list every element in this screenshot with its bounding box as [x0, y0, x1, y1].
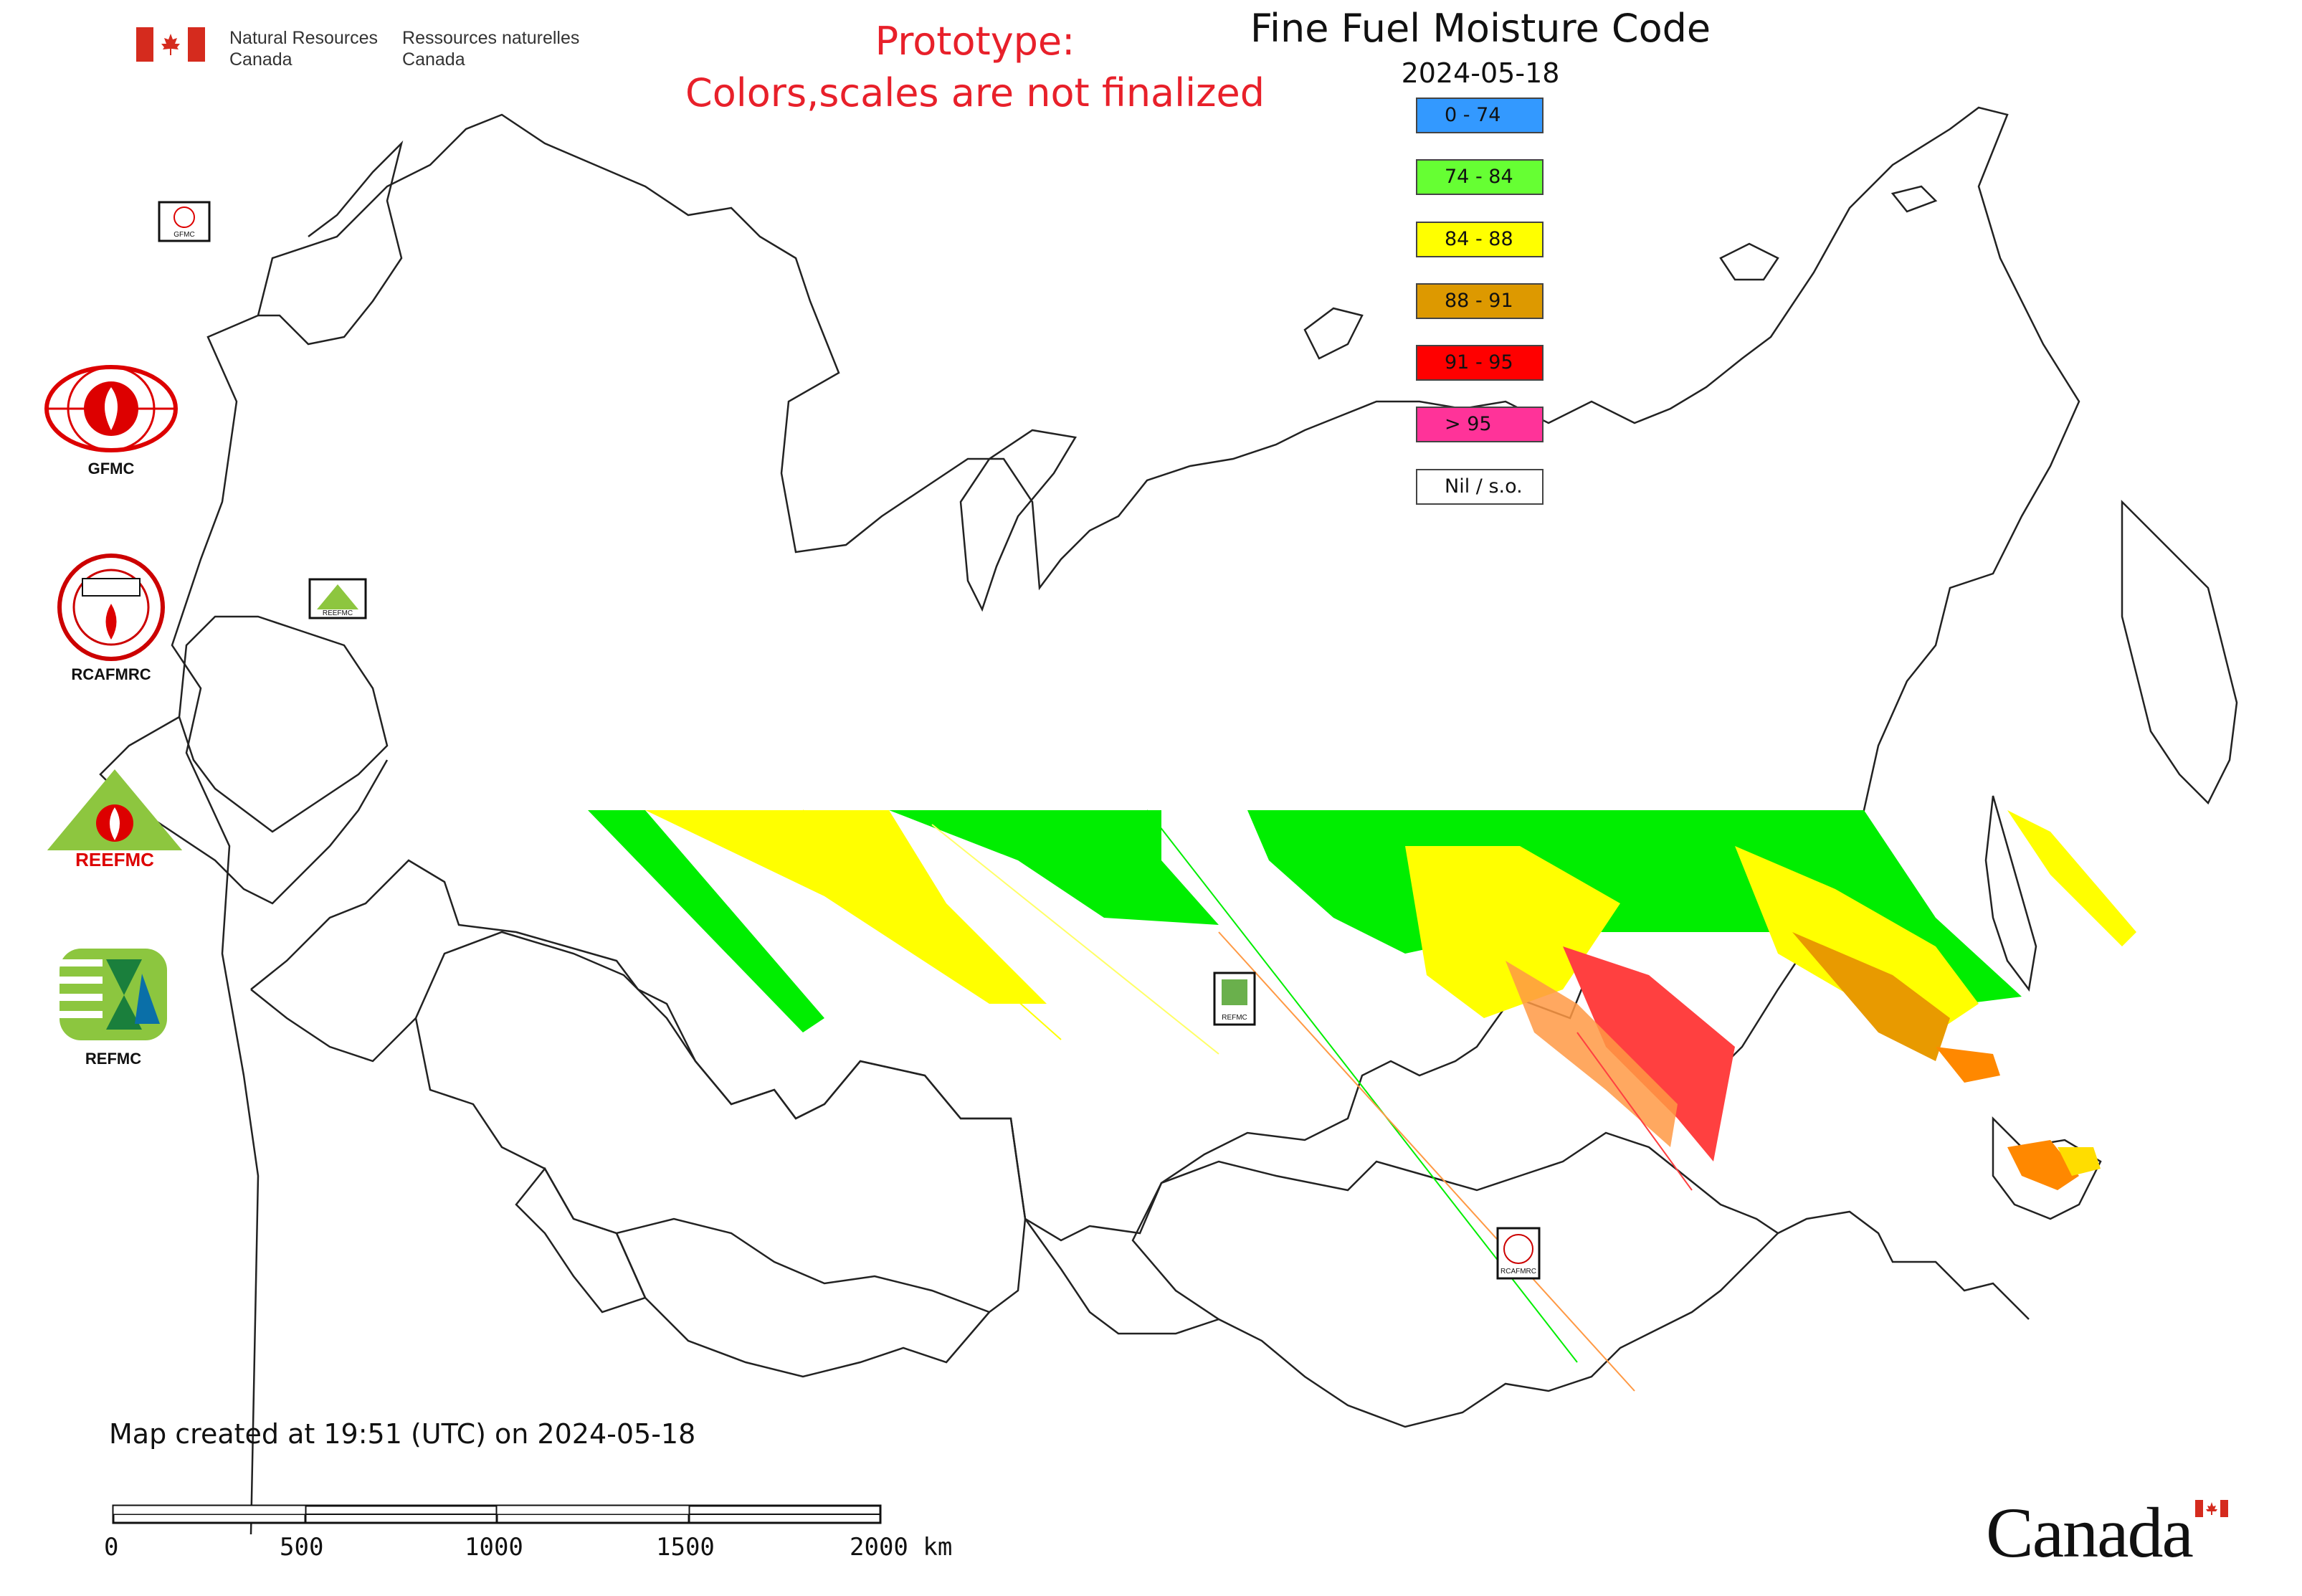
refmc-logo-label: REFMC: [85, 1050, 142, 1068]
gfmc-emblem-icon: [44, 365, 178, 452]
gfmc-logo: GFMC: [39, 362, 183, 478]
legend-item-1: 74 - 84: [1416, 159, 1544, 195]
sakhalin-outline: [1984, 795, 2037, 992]
scale-tick-1500: 1500: [656, 1533, 715, 1562]
country-borders: [99, 106, 2238, 1535]
kamchatka-outline: [2121, 499, 2238, 805]
streak-5: [1576, 1032, 1693, 1191]
marker-reefmc: REEFMC: [308, 578, 367, 619]
scale-tick-500: 500: [280, 1533, 324, 1562]
gfmc-logo-label: GFMC: [87, 460, 135, 478]
map-date: 2024-05-18: [1401, 57, 1560, 89]
legend-item-3: 88 - 91: [1416, 283, 1544, 319]
agency-en-line2: Canada: [229, 49, 292, 70]
rcafmrc-emblem-icon: [57, 554, 165, 661]
swath-primorye-orange: [2007, 1140, 2079, 1190]
agency-fr-line2: Canada: [402, 49, 465, 70]
legend-item-4: 91 - 95: [1416, 345, 1544, 381]
agency-name-en: Natural Resources Canada: [229, 27, 378, 70]
kazakhstan-outline: [414, 931, 1027, 1314]
agency-name-fr: Ressources naturelles Canada: [402, 27, 579, 70]
prototype-notice: Prototype: Colors,scales are not finaliz…: [631, 16, 1319, 119]
wrangel-outline: [1890, 185, 1938, 213]
swath-orange-east: [1792, 932, 1950, 1061]
marker-gfmc-label: GFMC: [173, 231, 194, 239]
canada-flag-icon: [136, 27, 205, 62]
prototype-notice-line2: Colors,scales are not finalized: [685, 70, 1265, 115]
canada-wordmark: Canada: [1986, 1491, 2228, 1574]
canada-wordmark-text: Canada: [1986, 1493, 2194, 1572]
agency-signature: Natural Resources Canada Ressources natu…: [136, 27, 579, 70]
reefmc-emblem-icon: REEFMC: [43, 769, 186, 870]
prototype-notice-line1: Prototype:: [875, 19, 1075, 64]
uzbekistan-outline: [515, 1167, 647, 1314]
swath-amur-orange: [1936, 1047, 2000, 1083]
new-siberian-islands-outline: [1719, 242, 1779, 281]
legend-item-5: > 95: [1416, 407, 1544, 442]
china-border: [1024, 1218, 1219, 1335]
streak-3: [1218, 931, 1635, 1392]
marker-rcafmrc: RCAFMRC: [1496, 1227, 1541, 1280]
ukraine-outline: [99, 716, 389, 905]
central-asia-outline: [615, 1232, 990, 1378]
rcafmrc-logo: RCAFMRC: [50, 554, 172, 684]
marker-refmc: REFMC: [1213, 972, 1256, 1026]
swath-green-west: [588, 810, 824, 1032]
belarus-ukraine-outline: [178, 615, 389, 833]
swath-red-central: [1563, 946, 1735, 1162]
scale-tick-2000: 2000 km: [850, 1533, 953, 1562]
legend-item-6: Nil / s.o.: [1416, 469, 1544, 505]
marker-gfmc: GFMC: [158, 201, 211, 242]
legend-item-2: 84 - 88: [1416, 222, 1544, 257]
mongolia-outline: [1131, 1131, 1779, 1428]
swath-green-west-2: [889, 810, 1219, 925]
agency-en-line1: Natural Resources: [229, 28, 379, 48]
scale-tick-0: 0: [104, 1533, 119, 1562]
marker-rcafmrc-label: RCAFMRC: [1500, 1268, 1536, 1276]
severnaya-zemlya-outline: [1303, 307, 1364, 360]
streak-1: [802, 809, 1062, 1040]
streak-4: [931, 824, 1219, 1055]
swath-primorye-yellow: [2058, 1147, 2101, 1176]
ffmc-data-swath: [588, 809, 2136, 1392]
swath-yellow-west-1: [645, 810, 1047, 1004]
marker-reefmc-label: REEFMC: [323, 609, 353, 617]
map-title: Fine Fuel Moisture Code: [1250, 6, 1711, 51]
rcafmrc-logo-label: RCAFMRC: [71, 665, 151, 683]
china-border-east: [1777, 1210, 2030, 1320]
wordmark-flag-icon: [2195, 1500, 2228, 1517]
reefmc-wordmark: REEFMC: [75, 849, 154, 870]
map-created-timestamp: Map created at 19:51 (UTC) on 2024-05-18: [109, 1418, 696, 1450]
marker-refmc-label: REFMC: [1222, 1014, 1247, 1022]
agency-fr-line1: Ressources naturelles: [402, 28, 580, 48]
scale-bar: [112, 1504, 882, 1524]
swath-sakhalin-yellow: [2007, 810, 2136, 946]
swath-orange-central: [1506, 961, 1678, 1147]
swath-yellow-east: [1735, 846, 1979, 1032]
maple-leaf-icon: [161, 34, 180, 55]
scale-tick-1000: 1000: [465, 1533, 523, 1562]
swath-yellow-central: [1405, 846, 1620, 1018]
refmc-logo: REFMC: [56, 945, 171, 1068]
refmc-emblem-icon: [60, 949, 167, 1040]
reefmc-logo: REEFMC: [36, 766, 194, 878]
caucasus-outline: [250, 989, 417, 1063]
legend-item-0: 0 - 74: [1416, 98, 1544, 133]
map-markers: GFMC REEFMC REFMC RCAFMRC: [158, 201, 1541, 1280]
novaya-zemlya-outline: [959, 429, 1078, 612]
finland-outline: [258, 140, 404, 346]
